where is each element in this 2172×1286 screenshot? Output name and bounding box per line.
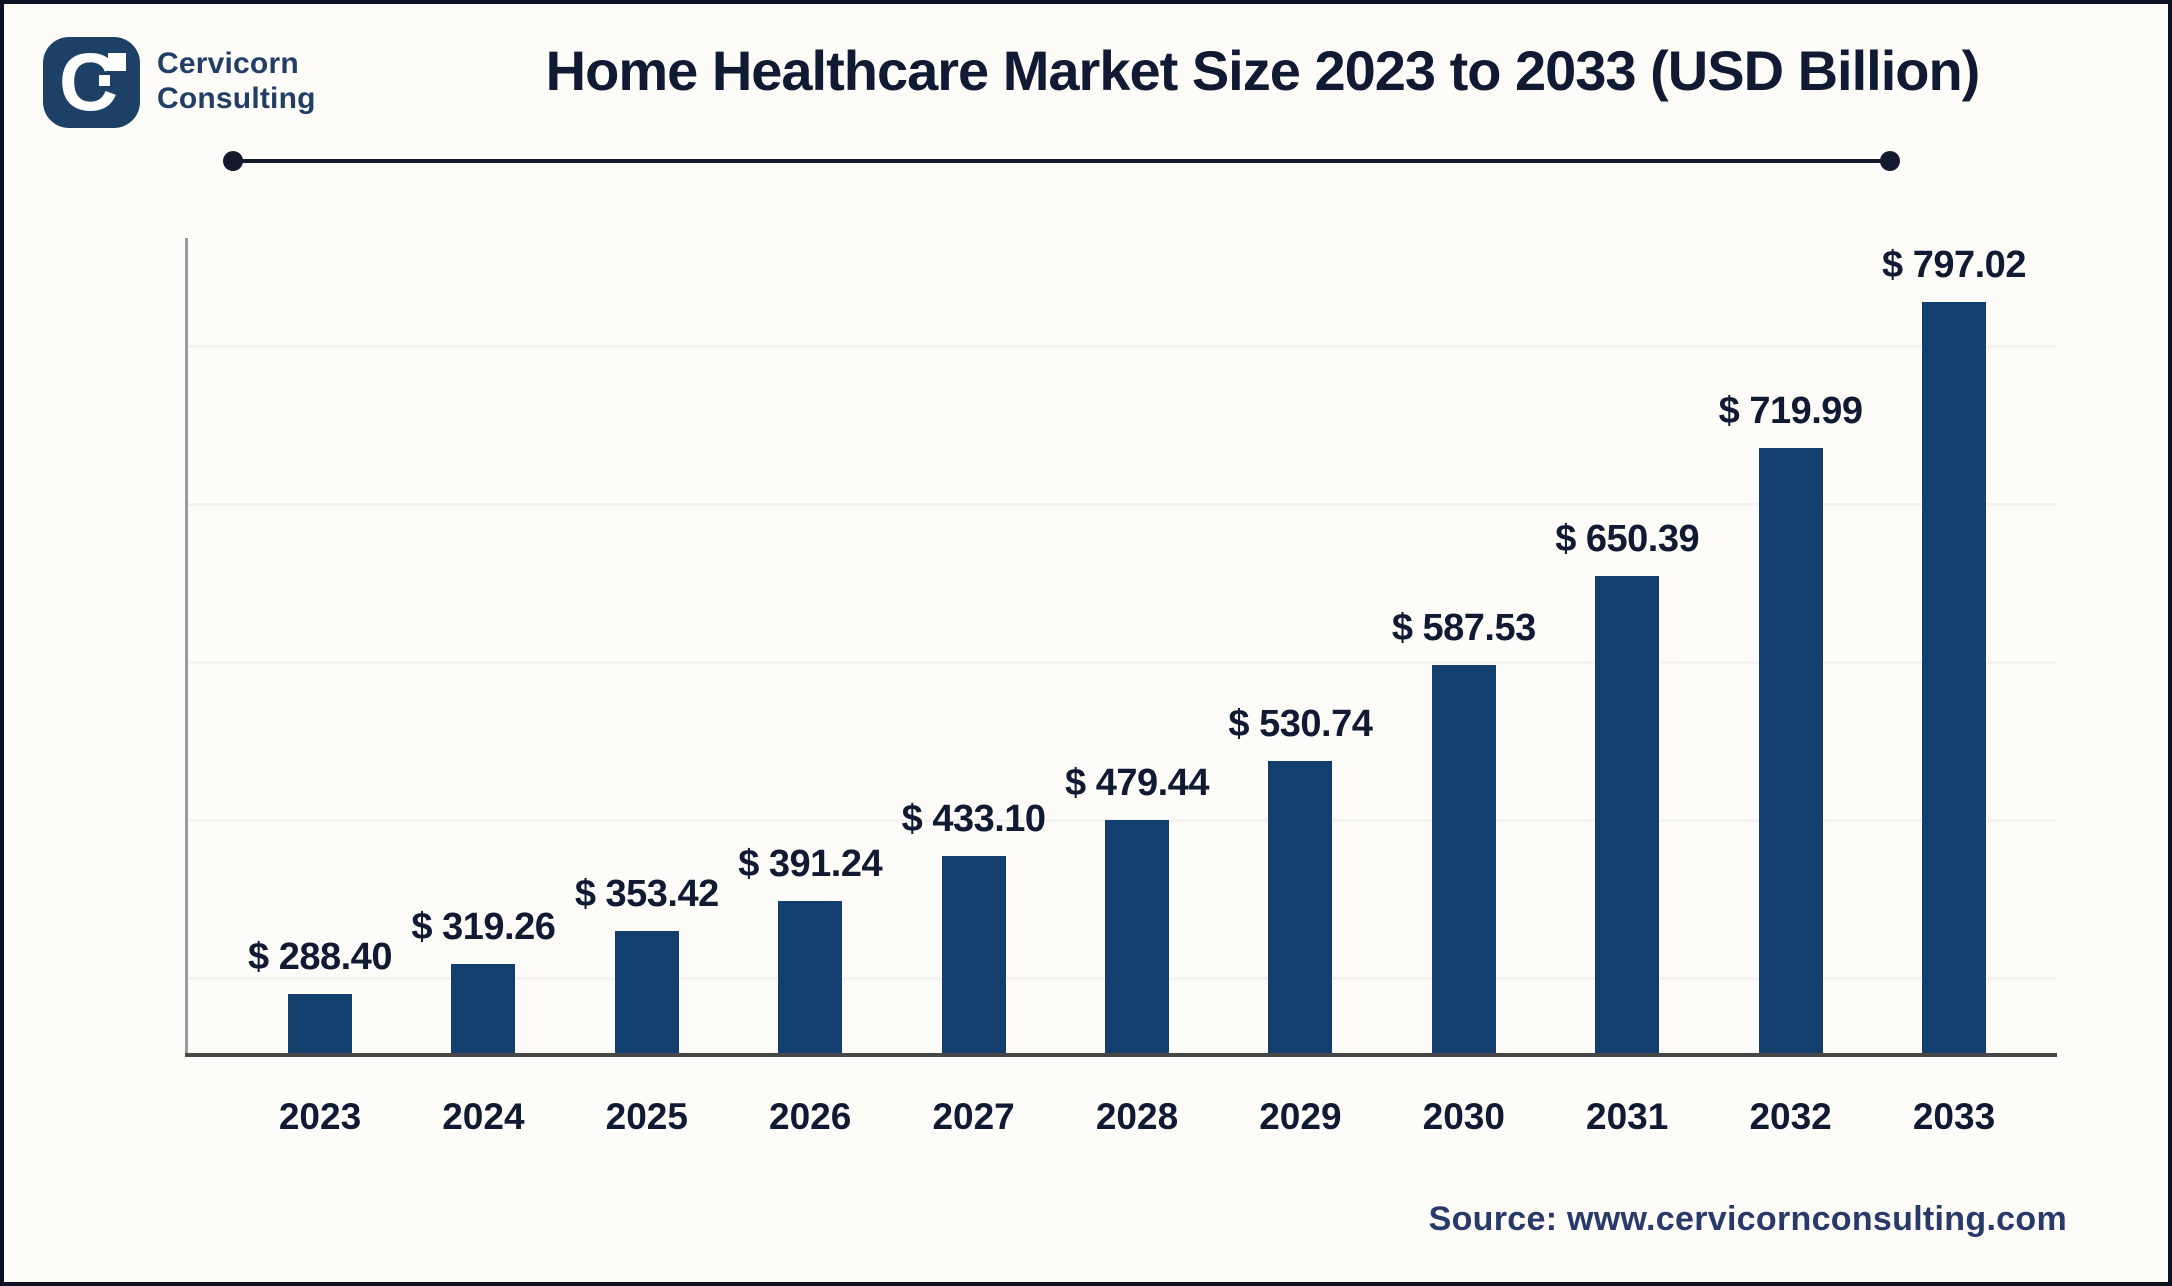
bar-2028	[1105, 820, 1169, 1053]
brand-name-line2: Consulting	[157, 82, 316, 116]
bar-2024	[451, 964, 516, 1053]
bar-value-label-2024: $ 319.26	[411, 906, 556, 948]
x-tick-label-2024: 2024	[442, 1096, 525, 1137]
bar-2026	[778, 901, 843, 1053]
bar-value-label-2033: $ 797.02	[1882, 244, 2026, 286]
brand-name-line1: Cervicorn	[157, 47, 299, 80]
faint-gridline	[186, 345, 2057, 348]
bar-value-label-2028: $ 479.44	[1065, 762, 1209, 804]
x-tick-label-2031: 2031	[1586, 1096, 1669, 1137]
page-title: Home Healthcare Market Size 2023 to 2033…	[545, 39, 1981, 102]
bar-value-label-2031: $ 650.39	[1555, 518, 1700, 560]
x-tick-label-2026: 2026	[769, 1096, 852, 1137]
brand-name: Cervicorn Consulting	[157, 46, 316, 116]
x-axis-line	[185, 1053, 2057, 1057]
x-tick-label-2033: 2033	[1912, 1096, 1996, 1137]
bar-2027	[941, 856, 1006, 1053]
x-tick-label-2028: 2028	[1095, 1096, 1179, 1137]
bar-value-label-2030: $ 587.53	[1391, 607, 1536, 649]
x-tick-label-2029: 2029	[1259, 1096, 1342, 1137]
x-tick-label-2032: 2032	[1749, 1096, 1832, 1137]
bar-2025	[614, 931, 679, 1053]
title-underline	[223, 151, 1900, 171]
y-axis-line	[185, 238, 188, 1055]
bar-value-label-2027: $ 433.10	[901, 798, 1046, 840]
x-tick-label-2023: 2023	[278, 1096, 362, 1137]
logo-pixel-square-large	[108, 53, 126, 71]
bar-value-label-2026: $ 391.24	[738, 843, 883, 885]
x-tick-label-2027: 2027	[932, 1096, 1015, 1137]
bar-value-label-2025: $ 353.42	[574, 873, 719, 915]
bar-2032	[1758, 448, 1823, 1053]
bar-2031	[1595, 576, 1660, 1053]
source-credit: Source: www.cervicornconsulting.com	[1428, 1200, 2067, 1238]
bar-2029	[1268, 761, 1333, 1053]
logo-letter-c-icon: C	[58, 36, 119, 128]
faint-gridline	[186, 503, 2057, 506]
underline-right-dot	[1880, 151, 1900, 171]
underline-left-dot	[223, 151, 243, 171]
bar-2030	[1431, 665, 1496, 1053]
cervicorn-logo: C	[43, 37, 140, 128]
x-tick-label-2025: 2025	[605, 1096, 688, 1137]
bar-2033	[1922, 302, 1986, 1053]
bar-value-label-2032: $ 719.99	[1718, 390, 1863, 432]
bar-2023	[288, 994, 352, 1053]
logo-pixel-square-small	[99, 75, 110, 86]
faint-gridline	[186, 661, 2057, 664]
x-tick-label-2030: 2030	[1422, 1096, 1505, 1137]
bar-value-label-2029: $ 530.74	[1228, 703, 1373, 745]
bar-value-label-2023: $ 288.40	[248, 936, 392, 978]
